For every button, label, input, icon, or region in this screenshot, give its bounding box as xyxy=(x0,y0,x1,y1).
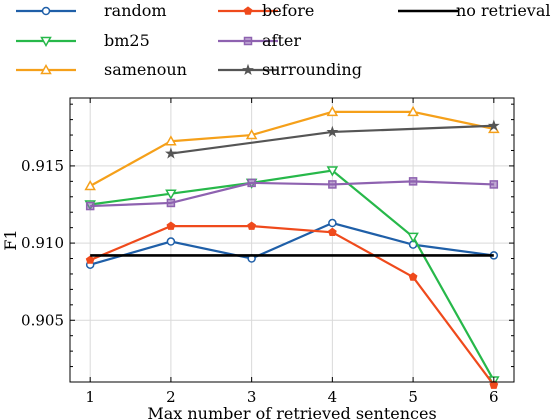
legend: random bm25 samenoun before after surrounding… xyxy=(16,1,551,79)
legend-marker xyxy=(40,36,52,48)
legend-marker xyxy=(243,36,253,46)
y-tick-label: 0.910 xyxy=(21,234,64,252)
legend-label: no retrieval xyxy=(456,1,551,20)
series-after xyxy=(85,177,499,211)
data-point xyxy=(164,147,177,159)
data-point xyxy=(245,129,258,140)
series-surrounding xyxy=(164,119,500,159)
legend-label: surrounding xyxy=(262,60,362,79)
data-point xyxy=(165,189,177,200)
series-layer xyxy=(84,105,500,389)
x-tick-label: 2 xyxy=(166,388,176,406)
legend-item-random: random xyxy=(16,1,167,20)
x-tick-label: 5 xyxy=(408,388,418,406)
x-tick-label: 3 xyxy=(247,388,257,406)
series-random xyxy=(85,218,499,269)
legend-item-no-retrieval: no retrieval xyxy=(398,1,551,20)
data-point xyxy=(489,380,499,389)
x-tick-label: 6 xyxy=(489,388,499,406)
data-point xyxy=(407,232,419,243)
series-line xyxy=(90,169,495,381)
data-point xyxy=(84,179,96,191)
legend-marker xyxy=(41,6,51,16)
data-point xyxy=(165,135,177,146)
data-point xyxy=(247,221,257,230)
data-point xyxy=(85,201,95,211)
data-point xyxy=(247,178,256,188)
x-axis-label: Max number of retrieved sentences xyxy=(147,404,436,420)
legend-item-samenoun: samenoun xyxy=(16,60,187,79)
data-point xyxy=(487,119,500,131)
series-line xyxy=(89,110,495,187)
series-line xyxy=(89,225,495,386)
data-point xyxy=(328,180,337,189)
data-point xyxy=(326,105,339,117)
data-point xyxy=(408,272,418,281)
data-point xyxy=(408,177,418,186)
legend-item-surrounding: surrounding xyxy=(218,60,362,79)
legend-item-before: before xyxy=(218,1,314,20)
legend-label: before xyxy=(262,1,314,20)
legend-marker xyxy=(243,6,253,15)
data-point xyxy=(326,125,339,137)
data-point xyxy=(166,198,176,208)
legend-label: samenoun xyxy=(104,60,187,79)
data-point xyxy=(327,227,337,237)
legend-label: random xyxy=(104,1,167,20)
data-point xyxy=(328,218,337,228)
y-tick-label: 0.915 xyxy=(21,157,64,175)
data-point xyxy=(407,105,419,117)
y-axis-label: F1 xyxy=(1,229,20,250)
x-tick-label: 1 xyxy=(85,388,95,406)
series-before xyxy=(85,221,499,389)
series-line xyxy=(90,180,494,208)
data-point xyxy=(166,237,176,246)
plot-frame xyxy=(69,97,515,383)
series-line xyxy=(89,221,494,266)
data-point xyxy=(166,221,176,230)
series-bm25 xyxy=(84,166,500,387)
legend-label: after xyxy=(262,31,301,50)
legend-item-bm25: bm25 xyxy=(16,31,150,50)
legend-marker xyxy=(242,63,254,76)
axis-ticks: 1 2 3 4 5 6 0.905 0.910 0.915 xyxy=(21,98,514,406)
legend-marker xyxy=(40,63,52,75)
series-samenoun xyxy=(84,105,500,191)
data-point xyxy=(85,255,95,264)
data-point xyxy=(489,180,499,189)
legend-item-after: after xyxy=(218,31,301,50)
x-tick-label: 4 xyxy=(328,388,338,406)
y-tick-label: 0.905 xyxy=(21,311,64,329)
data-point xyxy=(326,166,339,177)
legend-label: bm25 xyxy=(104,31,150,50)
